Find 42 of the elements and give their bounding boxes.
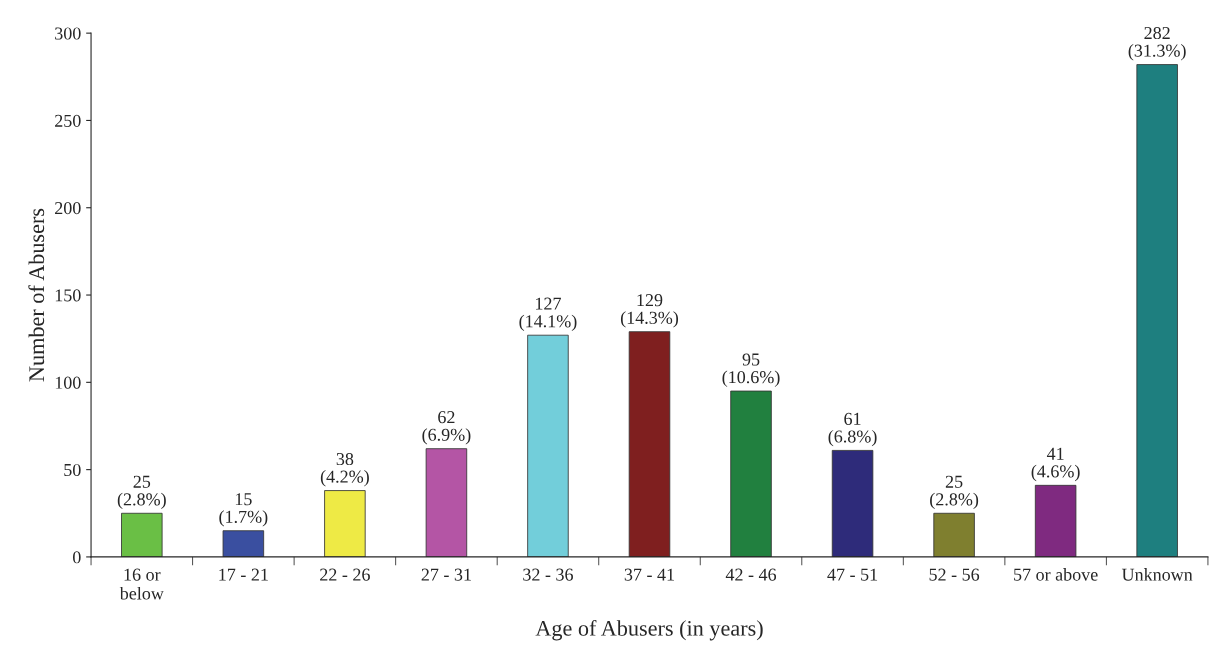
y-tick-label: 150 (55, 289, 81, 302)
x-tick-label: 47 - 51 (827, 568, 878, 581)
y-axis-title: Number of Abusers (28, 208, 45, 382)
bar (933, 512, 975, 557)
x-tick-label: 27 - 31 (421, 568, 471, 581)
x-tick-label: 37 - 41 (624, 568, 674, 581)
x-tick-label: 16 or below (119, 568, 164, 600)
data-label: 41 (4.6%) (1031, 447, 1080, 482)
bar (527, 334, 569, 557)
bar (425, 448, 468, 557)
x-tick-label: 17 - 21 (219, 568, 268, 581)
bar (730, 390, 772, 557)
bar (222, 530, 265, 557)
y-tick-label: 50 (64, 463, 81, 477)
y-tick-label: 250 (55, 114, 81, 127)
data-label: 62 (6.9%) (422, 411, 471, 445)
data-label: 25 (2.8%) (930, 475, 979, 510)
data-label: 61 (6.8%) (828, 412, 877, 447)
bar (121, 512, 163, 557)
bar (628, 331, 671, 557)
bar (324, 490, 366, 557)
x-tick-label: 42 - 46 (725, 568, 777, 581)
x-tick-label: 52 - 56 (929, 568, 980, 581)
bar (1136, 64, 1178, 557)
x-tick-label: 57 or above (1014, 568, 1098, 581)
data-label: 129 (14.3%) (620, 294, 679, 328)
data-label: 25 (2.8%) (117, 475, 166, 510)
data-label: 127 (14.1%) (519, 297, 577, 332)
y-tick-label: 200 (55, 202, 81, 215)
y-tick-label: 300 (55, 27, 81, 40)
data-label: 15 (1.7%) (219, 493, 268, 527)
bar (831, 450, 874, 557)
data-label: 95 (10.6%) (722, 353, 780, 387)
x-tick-label: Unknown (1121, 568, 1193, 581)
data-label: 282 (31.3%) (1128, 26, 1186, 61)
y-tick-label: 0 (72, 551, 81, 564)
data-label: 38 (4.2%) (320, 452, 369, 487)
y-tick-label: 100 (55, 376, 81, 389)
x-tick-label: 22 - 26 (320, 568, 370, 581)
x-axis-title: Age of Abusers (in years) (535, 619, 763, 641)
bar (1034, 484, 1077, 557)
x-tick-label: 32 - 36 (523, 568, 573, 581)
